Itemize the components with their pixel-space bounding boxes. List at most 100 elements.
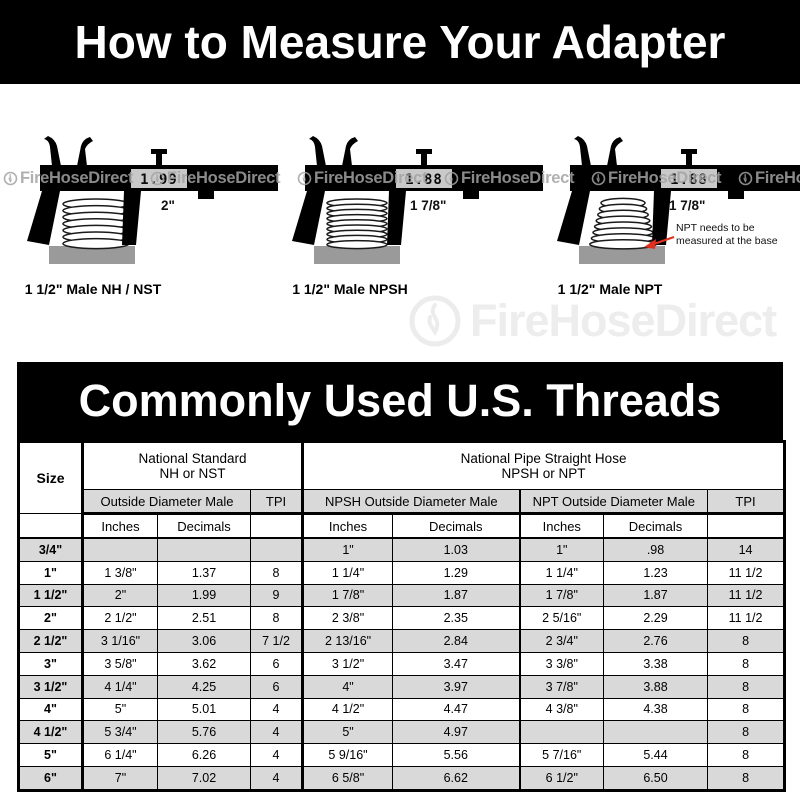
thumbscrew-icon bbox=[151, 149, 167, 154]
value-cell: 3.62 bbox=[157, 651, 251, 676]
value-cell: 4.47 bbox=[392, 697, 521, 722]
npt-note-line1: NPT needs to be bbox=[676, 222, 755, 234]
value-cell: 2 5/16" bbox=[518, 606, 605, 631]
table-row: 1 1/2" 2" 1.99 9 1 7/8" 1.87 1 7/8" 1.87 11 1/2 bbox=[18, 583, 786, 608]
value-cell: 3.88 bbox=[603, 674, 709, 699]
value-cell: 11 1/2 bbox=[707, 560, 786, 585]
fitting-base bbox=[314, 246, 400, 264]
value-cell: 4 1/4" bbox=[81, 674, 158, 699]
value-cell bbox=[81, 537, 158, 562]
caliper-inner-jaw-left bbox=[44, 136, 61, 166]
value-cell: 8 bbox=[707, 629, 786, 653]
value-cell: .98 bbox=[603, 537, 709, 562]
size-cell: 3 1/2" bbox=[18, 674, 83, 699]
caliper-fixed-jaw bbox=[557, 191, 590, 245]
group-header-national-standard: National Standard NH or NST bbox=[80, 441, 304, 490]
unit-header-decimals: Decimals bbox=[392, 513, 521, 539]
thumbscrew-stem bbox=[686, 153, 692, 166]
thumbscrew-stem bbox=[156, 153, 162, 166]
threads-table-banner: Commonly Used U.S. Threads bbox=[17, 362, 783, 440]
caliper-inner-jaw-left bbox=[309, 136, 326, 166]
header-row-groups: Size National Standard NH or NST National P… bbox=[18, 441, 786, 514]
caliper-depth-step bbox=[463, 191, 479, 199]
value-cell: 6 bbox=[249, 651, 304, 676]
value-cell bbox=[603, 720, 709, 745]
caliper-diagram-npsh: 1.88 1 7/8" bbox=[280, 133, 545, 268]
value-cell: 2.84 bbox=[392, 629, 521, 653]
size-cell: 5" bbox=[18, 743, 83, 767]
value-cell: 1 1/4" bbox=[301, 560, 394, 585]
value-cell: 1.03 bbox=[392, 537, 521, 562]
value-cell: 6 5/8" bbox=[301, 765, 394, 791]
value-cell: 2.29 bbox=[603, 606, 709, 631]
table-row: 6" 7" 7.02 4 6 5/8" 6.62 6 1/2" 6.50 8 bbox=[18, 765, 786, 791]
value-cell: 5.76 bbox=[157, 720, 251, 745]
value-cell: 6.50 bbox=[603, 765, 709, 791]
thumbscrew-icon bbox=[681, 149, 697, 154]
thumbscrew-stem bbox=[421, 153, 427, 166]
value-cell: 5" bbox=[301, 720, 394, 745]
value-cell: 1.87 bbox=[603, 583, 709, 608]
unit-header-inches: Inches bbox=[301, 513, 394, 539]
value-cell: 6 bbox=[249, 674, 304, 699]
caliper-inner-jaw-right bbox=[77, 137, 93, 166]
fitting-threads bbox=[589, 197, 657, 250]
header-row-units: Inches Decimals Inches Decimals Inches Decima… bbox=[18, 513, 786, 539]
value-cell: 3 5/8" bbox=[81, 651, 158, 676]
table-row: 4 1/2" 5 3/4" 5.76 4 5" 4.97 8 bbox=[18, 720, 786, 745]
value-cell: 3.97 bbox=[392, 674, 521, 699]
value-cell: 4" bbox=[301, 674, 394, 699]
value-cell: 1 7/8" bbox=[518, 583, 605, 608]
unit-header-decimals: Decimals bbox=[157, 513, 251, 539]
threads-table-title: Commonly Used U.S. Threads bbox=[78, 375, 722, 426]
header-row-subgroups: Outside Diameter Male TPI NPSH Outside Dia… bbox=[19, 489, 786, 515]
value-cell: 1" bbox=[301, 537, 394, 562]
table-row: 4" 5" 5.01 4 4 1/2" 4.47 4 3/8" 4.38 8 bbox=[18, 697, 786, 722]
value-cell: 6 1/4" bbox=[81, 743, 158, 767]
value-cell bbox=[518, 720, 605, 745]
table-row: 3 1/2" 4 1/4" 4.25 6 4" 3.97 3 7/8" 3.88 8 bbox=[18, 674, 786, 699]
threads-table: Size National Standard NH or NST National P… bbox=[17, 440, 787, 792]
value-cell: 4 bbox=[249, 765, 304, 791]
fitting-threads bbox=[62, 198, 130, 250]
value-cell: 4.25 bbox=[157, 674, 251, 699]
unit-header-empty bbox=[249, 513, 304, 539]
unit-header-empty bbox=[707, 513, 786, 539]
table-row: 3/4" 1" 1.03 1" .98 14 bbox=[18, 537, 786, 562]
subheader-tpi-right: TPI bbox=[707, 489, 786, 515]
page-title: How to Measure Your Adapter bbox=[74, 16, 726, 68]
value-cell: 2 13/16" bbox=[301, 629, 394, 653]
value-cell: 1 3/8" bbox=[81, 560, 158, 585]
lcd-screen bbox=[661, 169, 717, 188]
value-cell: 4 bbox=[249, 743, 304, 767]
subheader-npsh-od-male: NPSH Outside Diameter Male bbox=[301, 489, 521, 515]
value-cell: 1" bbox=[518, 537, 605, 562]
caliper-drawing: 1.88 1 7/8" bbox=[557, 136, 800, 264]
caliper-caption-npt: 1 1/2" Male NPT bbox=[557, 281, 663, 297]
caliper-inner-jaw-right bbox=[342, 137, 358, 166]
value-cell: 2 3/4" bbox=[518, 629, 605, 653]
value-cell: 8 bbox=[707, 765, 786, 791]
caliper-depth-step bbox=[728, 191, 744, 199]
thumbscrew-icon bbox=[416, 149, 432, 154]
value-cell: 5" bbox=[81, 697, 158, 722]
value-cell: 11 1/2 bbox=[707, 583, 786, 608]
size-cell: 4" bbox=[18, 697, 83, 722]
value-cell: 2.76 bbox=[603, 629, 709, 653]
caliper-caption-npsh: 1 1/2" Male NPSH bbox=[292, 281, 408, 297]
value-cell: 4 3/8" bbox=[518, 697, 605, 722]
caliper-depth-step bbox=[198, 191, 214, 199]
value-cell: 6.26 bbox=[157, 743, 251, 767]
value-cell: 2.51 bbox=[157, 606, 251, 631]
value-cell: 8 bbox=[707, 743, 786, 767]
value-cell: 5.44 bbox=[603, 743, 709, 767]
value-cell: 1 7/8" bbox=[301, 583, 394, 608]
caliper-reading: 1.99 bbox=[140, 172, 178, 188]
fitting-base bbox=[49, 246, 135, 264]
size-cell: 1 1/2" bbox=[18, 583, 83, 608]
value-cell: 2 1/2" bbox=[81, 606, 158, 631]
value-cell: 7 1/2 bbox=[249, 629, 304, 653]
size-cell: 1" bbox=[18, 560, 83, 585]
subheader-npt-od-male: NPT Outside Diameter Male bbox=[518, 489, 709, 515]
flame-logo-icon bbox=[409, 295, 461, 347]
